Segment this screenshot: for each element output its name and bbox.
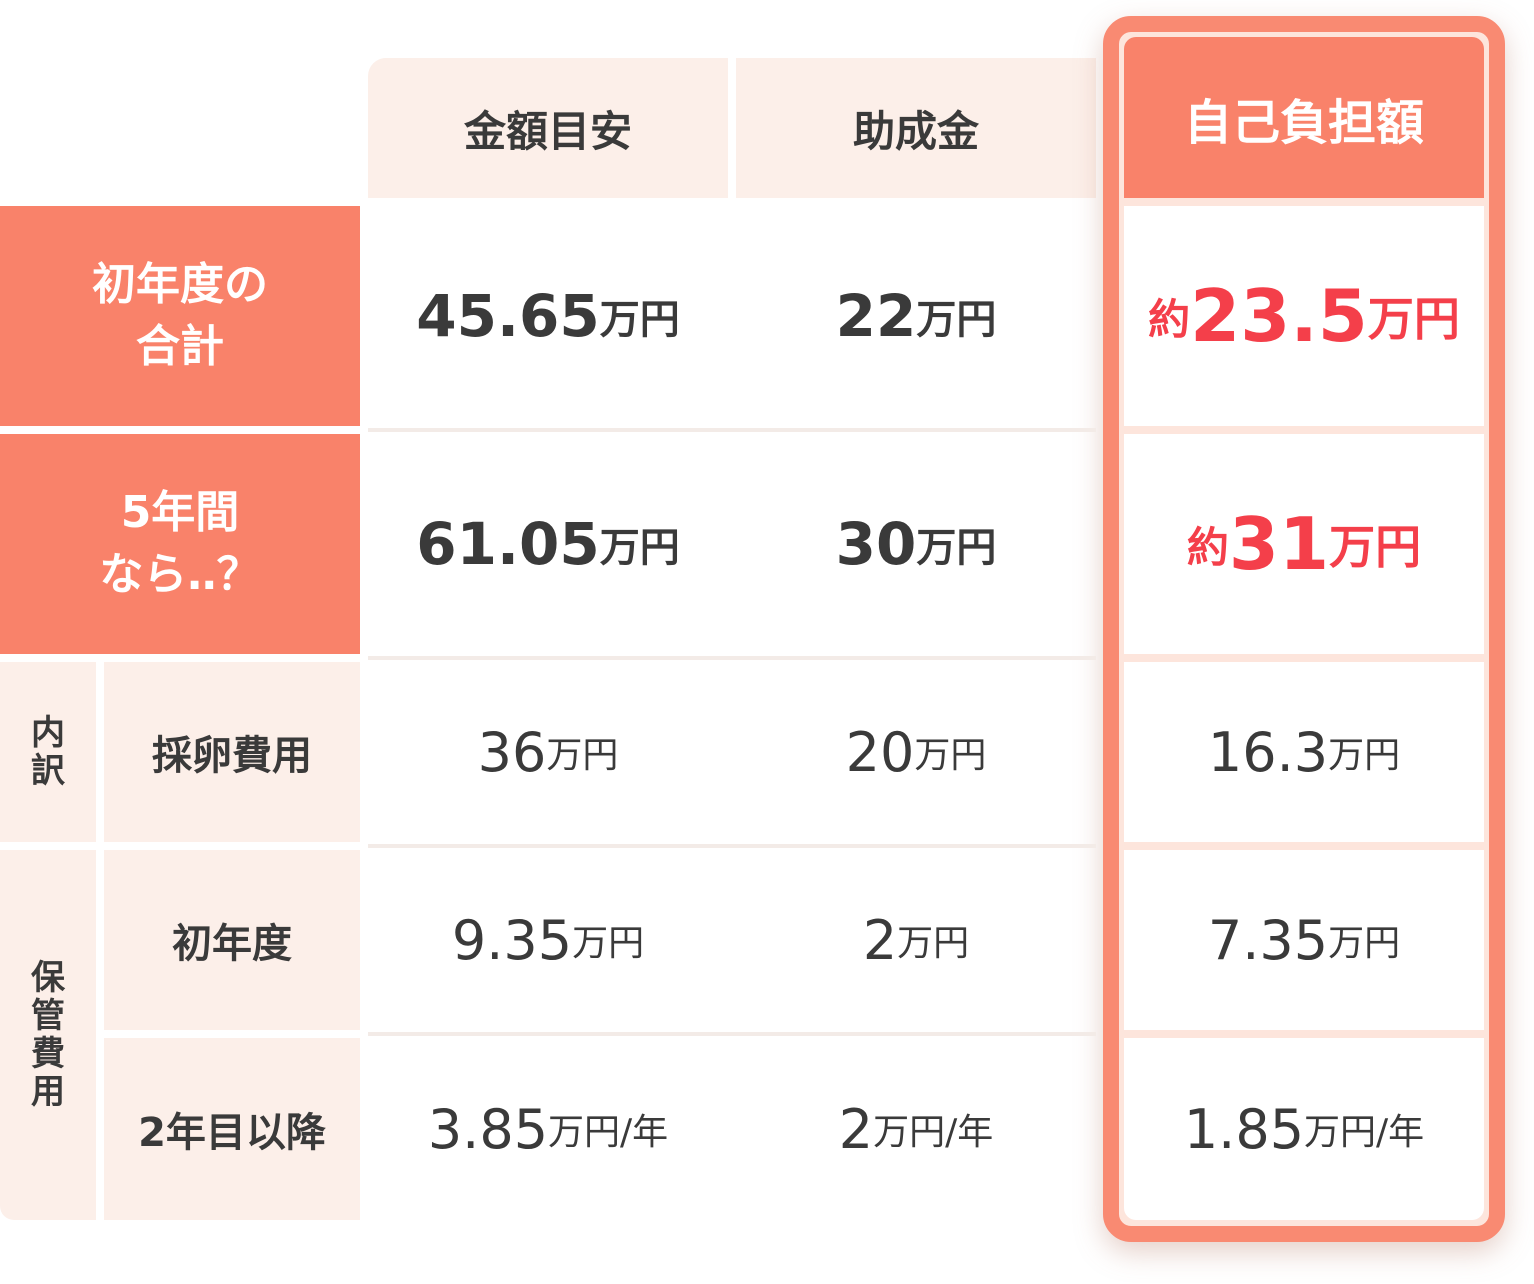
row-divider [368, 1032, 1096, 1036]
column-header-self-pay: 自己負担額 [1124, 37, 1484, 198]
row-header-egg-retrieval: 採卵費用 [104, 662, 360, 842]
row-header-storage-after-second-year: 2年目以降 [104, 1038, 360, 1220]
value-unit: 万円 [1328, 923, 1401, 964]
storage-first-year-subsidy: 2 万円 [736, 850, 1096, 1030]
storage-after-second-estimate: 3.85 万円/年 [368, 1038, 728, 1220]
row-header-line1: 5年間 [120, 487, 240, 538]
column-header-subsidy: 助成金 [736, 58, 1096, 198]
row-divider [368, 656, 1096, 660]
row-header-storage-first-year: 初年度 [104, 850, 360, 1030]
value-number: 31 [1228, 502, 1330, 586]
side-label-storage-cost: 保 管 費 用 [0, 850, 96, 1220]
five-years-estimate: 61.05 万円 [368, 434, 728, 654]
column-header-estimate: 金額目安 [368, 58, 728, 198]
value-number: 2 [838, 1097, 874, 1161]
value-number: 20 [845, 720, 915, 784]
value-number: 45.65 [416, 282, 600, 350]
value-number: 1.85 [1183, 1097, 1305, 1161]
value-number: 2 [862, 908, 898, 972]
value-unit: 万円 [1367, 292, 1460, 346]
value-number: 7.35 [1207, 908, 1329, 972]
row-header-first-year-total: 初年度の 合計 [0, 206, 360, 426]
value-number: 30 [835, 510, 917, 578]
value-unit: 万円 [1328, 735, 1401, 776]
first-year-total-self-pay: 約 23.5 万円 [1124, 206, 1484, 426]
value-number: 22 [835, 282, 917, 350]
value-unit: 万円 [897, 923, 970, 964]
egg-retrieval-estimate: 36 万円 [368, 662, 728, 842]
side-label-char: 費 [31, 1034, 65, 1074]
value-number: 23.5 [1190, 274, 1368, 358]
side-label-char: 保 [31, 958, 65, 998]
first-year-total-subsidy: 22 万円 [736, 206, 1096, 426]
side-label-char: 管 [31, 996, 65, 1036]
value-prefix: 約 [1148, 294, 1191, 344]
storage-first-year-self-pay: 7.35 万円 [1124, 850, 1484, 1030]
value-unit: 万円/年 [548, 1112, 669, 1153]
value-unit: 万円 [914, 735, 987, 776]
first-year-total-estimate: 45.65 万円 [368, 206, 728, 426]
egg-retrieval-subsidy: 20 万円 [736, 662, 1096, 842]
row-header-line2: 合計 [136, 321, 224, 372]
value-number: 61.05 [416, 510, 600, 578]
row-header-line1: 初年度の [92, 259, 268, 310]
five-years-self-pay: 約 31 万円 [1124, 434, 1484, 654]
value-unit: 万円/年 [1304, 1112, 1425, 1153]
row-divider [368, 844, 1096, 848]
value-unit: 万円 [599, 525, 680, 571]
value-number: 9.35 [451, 908, 573, 972]
value-number: 16.3 [1207, 720, 1329, 784]
side-label-breakdown: 内 訳 [0, 662, 96, 842]
row-divider [368, 428, 1096, 432]
five-years-subsidy: 30 万円 [736, 434, 1096, 654]
storage-after-second-self-pay: 1.85 万円/年 [1124, 1038, 1484, 1220]
storage-first-year-estimate: 9.35 万円 [368, 850, 728, 1030]
row-header-line2: なら‥？ [99, 549, 261, 600]
row-header-five-years: 5年間 なら‥？ [0, 434, 360, 654]
side-label-char: 内 [31, 713, 65, 753]
egg-retrieval-self-pay: 16.3 万円 [1124, 662, 1484, 842]
side-label-char: 用 [31, 1072, 65, 1112]
value-number: 36 [477, 720, 547, 784]
storage-after-second-subsidy: 2 万円/年 [736, 1038, 1096, 1220]
value-unit: 万円 [916, 297, 997, 343]
value-prefix: 約 [1186, 522, 1229, 572]
value-unit: 万円 [546, 735, 619, 776]
side-label-char: 訳 [31, 751, 65, 791]
value-unit: 万円 [572, 923, 645, 964]
value-number: 3.85 [427, 1097, 549, 1161]
value-unit: 万円/年 [873, 1112, 994, 1153]
value-unit: 万円 [1329, 520, 1422, 574]
value-unit: 万円 [599, 297, 680, 343]
value-unit: 万円 [916, 525, 997, 571]
